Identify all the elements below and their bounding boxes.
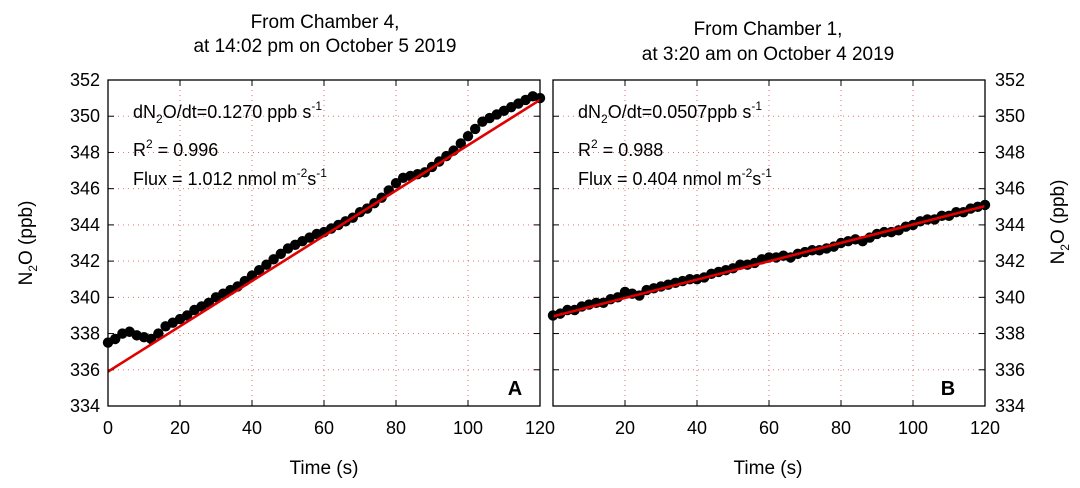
panel-b-x-tick-label: 120 [970,418,1000,438]
panel-b-x-tick-label: 100 [898,418,928,438]
panel-a-data-point [110,333,121,345]
panel-a-x-tick-label: 100 [453,418,483,438]
panel-b-title-line1: From Chamber 1, [694,19,843,40]
panel-b-frame [552,79,986,407]
panel-b: From Chamber 1, at 3:20 am on October 4 … [547,19,1072,479]
panel-a-data-point [254,264,265,276]
panel-b-y-axis-title: N2O (ppb) [1048,180,1072,265]
panel-a-y-tick-label: 348 [70,142,100,162]
panel-b-letter: B [941,378,955,400]
panel-b-x-tick-label: 40 [687,418,707,438]
panel-a-fit-line [107,98,541,373]
panel-b-title-line2: at 3:20 am on October 4 2019 [642,44,894,65]
panel-a-data-point [182,310,193,321]
panel-a-x-axis-title: Time (s) [290,458,359,479]
panel-b-x-tick-label: 20 [615,418,635,438]
panel-a-data-point [268,254,279,265]
panel-b-y-tick-label: 344 [995,215,1025,235]
panel-a-x-tick-labels: 0 20 40 60 80 100 120 [103,418,555,438]
panel-a-data-point [275,248,286,260]
panel-b-y-tick-label: 340 [995,287,1025,307]
panel-b-grid [553,80,985,406]
panel-a-y-tick-labels: 334 336 338 340 342 344 346 348 350 352 [70,70,100,416]
panel-a-x-tick-label: 80 [386,418,406,438]
panel-b-y-tick-label: 334 [995,396,1025,416]
panel-a-data-point [153,328,164,339]
panel-a-x-tick-label: 40 [242,418,262,438]
panel-a-grid [108,80,540,406]
panel-a-title-line1: From Chamber 4, [251,12,400,33]
panel-a-y-tick-label: 350 [70,106,100,126]
panel-a-y-tick-label: 340 [70,287,100,307]
panel-b-y-tick-label: 338 [995,324,1025,344]
panel-b-y-tick-labels: 334 336 338 340 342 344 346 348 350 352 [995,70,1025,416]
panel-b-flux-annotation: Flux = 0.404 nmol m-2s-1 [578,166,772,189]
panel-a-letter: A [508,378,522,400]
panel-b-x-axis-title: Time (s) [734,458,803,479]
panel-b-x-tick-labels: 20 40 60 80 100 120 [615,418,1000,438]
panel-b-y-tick-label: 348 [995,142,1025,162]
panel-b-x-tick-label: 60 [759,418,779,438]
panel-a-slope-annotation: dN2O/dt=0.1270 ppb s-1 [133,99,322,126]
panel-a-y-tick-label: 342 [70,251,100,271]
panel-b-fit-line [552,204,986,318]
panel-b-y-tick-label: 336 [995,360,1025,380]
panel-a-y-axis-title: N2O (ppb) [16,201,40,286]
panel-b-r2-annotation: R2 = 0.988 [578,137,663,160]
panel-a-y-tick-label: 346 [70,179,100,199]
panel-a-data-point [462,130,474,142]
panel-a-points [102,91,546,348]
panel-b-y-tick-label: 342 [995,251,1025,271]
panel-a-y-tick-label: 338 [70,324,100,344]
panel-b-x-tick-label: 80 [831,418,851,438]
panel-a-r2-annotation: R2 = 0.996 [133,137,218,160]
panel-a-data-point [261,259,272,270]
panel-a-y-tick-label: 334 [70,396,100,416]
panel-b-y-tick-label: 346 [995,179,1025,199]
panel-a-x-tick-label: 120 [525,418,555,438]
panel-a-y-tick-label: 352 [70,70,100,90]
panel-a-y-tick-label: 336 [70,360,100,380]
panel-a: From Chamber 4, at 14:02 pm on October 5… [16,12,555,479]
panel-a-y-tick-label: 344 [70,215,100,235]
panel-a-flux-annotation: Flux = 1.012 nmol m-2s-1 [133,166,327,189]
panel-a-data-point [390,178,402,189]
panel-b-slope-annotation: dN2O/dt=0.0507ppb s-1 [578,99,762,126]
panel-b-y-tick-label: 350 [995,106,1025,126]
panel-a-frame [107,79,541,407]
panel-a-x-tick-label: 0 [103,418,113,438]
panel-a-data-point [455,138,466,149]
panel-a-title-line2: at 14:02 pm on October 5 2019 [193,36,456,57]
panel-b-y-tick-label: 352 [995,70,1025,90]
panel-a-data-point [470,123,481,135]
panel-a-x-tick-label: 20 [170,418,190,438]
panel-a-x-tick-label: 60 [314,418,334,438]
panel-b-ticks [553,79,986,407]
